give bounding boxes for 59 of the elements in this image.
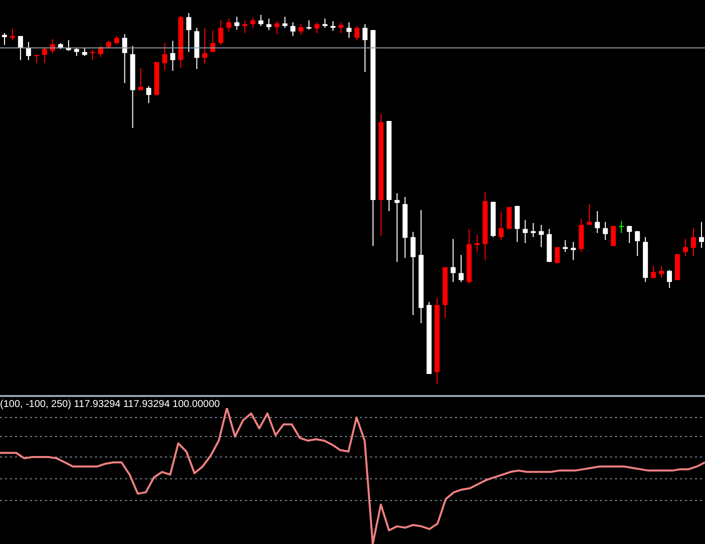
candlestick <box>346 22 352 38</box>
candlestick <box>298 24 304 36</box>
candlestick <box>122 34 128 84</box>
candlestick <box>234 16 240 30</box>
candlestick <box>522 220 528 244</box>
candlestick <box>562 240 568 252</box>
candlestick <box>282 16 288 28</box>
candlestick <box>538 224 544 248</box>
candlestick <box>26 41 32 61</box>
candlestick <box>362 24 368 72</box>
candlestick <box>218 20 224 46</box>
candlestick <box>610 225 616 246</box>
candlestick <box>202 27 208 64</box>
candlestick <box>410 231 416 316</box>
candlestick <box>242 20 248 34</box>
candlestick <box>586 204 592 226</box>
candlestick <box>602 221 608 241</box>
candlestick <box>658 266 664 278</box>
candlestick <box>458 254 464 282</box>
candlestick <box>594 210 600 234</box>
candlestick <box>18 36 24 61</box>
candlestick <box>290 22 296 36</box>
candlestick <box>10 28 16 41</box>
candlestick <box>626 225 632 244</box>
candlestick <box>186 13 192 52</box>
candlestick <box>698 221 704 248</box>
candlestick <box>514 205 520 242</box>
candlestick <box>322 18 328 28</box>
candlestick <box>450 238 456 282</box>
candlestick <box>394 192 400 262</box>
candlestick <box>634 230 640 257</box>
candlestick <box>138 67 144 91</box>
candlestick <box>498 211 504 241</box>
candlestick <box>90 50 96 61</box>
candlestick <box>354 25 360 41</box>
candlestick <box>314 22 320 34</box>
candlestick <box>226 18 232 32</box>
candlestick <box>274 20 280 35</box>
candlestick <box>330 20 336 32</box>
candlestick <box>474 234 480 252</box>
candlestick <box>666 270 672 288</box>
candlestick <box>506 206 512 230</box>
candlestick <box>170 40 176 72</box>
candlestick <box>210 30 216 52</box>
candlestick <box>690 228 696 257</box>
candlestick <box>554 246 560 264</box>
candlestick <box>42 46 48 64</box>
candlestick <box>250 16 256 28</box>
candlestick <box>162 42 168 71</box>
candlestick <box>266 18 272 31</box>
candlestick <box>682 238 688 257</box>
candlestick <box>258 14 264 26</box>
annotation: (100, -100, 250) 117.93294 117.93294 100.00000 <box>0 399 220 410</box>
candlestick <box>146 86 152 104</box>
candlestick <box>530 222 536 238</box>
candlestick <box>306 20 312 30</box>
candlestick <box>650 266 656 278</box>
candlestick <box>338 22 344 34</box>
candlestick <box>618 220 624 234</box>
